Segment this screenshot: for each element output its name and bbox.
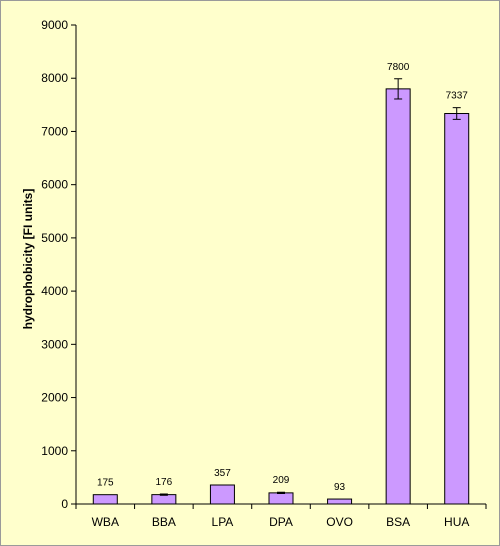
data-label: 175 [97, 478, 114, 489]
y-tick-label: 1000 [41, 444, 68, 458]
bar [327, 498, 353, 505]
x-tick-label: BSA [386, 515, 410, 529]
y-tick-label: 5000 [41, 231, 68, 245]
y-tick-label: 6000 [41, 178, 68, 192]
data-label: 176 [156, 477, 173, 488]
x-tick-label: OVO [326, 515, 353, 529]
data-label: 209 [273, 475, 290, 486]
x-tick-label: DPA [269, 515, 293, 529]
y-axis-title: hydrophobicity [FI units] [21, 189, 35, 330]
bar [268, 492, 294, 505]
y-tick-label: 8000 [41, 71, 68, 85]
x-tick-label: BBA [152, 515, 176, 529]
y-tick-label: 4000 [41, 284, 68, 298]
data-label: 93 [334, 482, 346, 493]
bar [209, 484, 235, 505]
axes [71, 24, 487, 509]
labels: 0 1000 2000 3000 4000 5000 6000 7000 8000 9000 175… [41, 18, 469, 529]
bar [92, 494, 118, 505]
x-tick-label: HUA [444, 515, 469, 529]
data-label: 7337 [446, 91, 469, 102]
y-tick-label: 3000 [41, 337, 68, 351]
bar [385, 88, 411, 505]
data-label: 357 [214, 468, 231, 479]
x-tick-label: LPA [212, 515, 234, 529]
y-tick-label: 0 [61, 497, 68, 511]
y-tick-label: 2000 [41, 391, 68, 405]
bars [92, 78, 470, 505]
data-label: 7800 [387, 62, 410, 73]
bar [444, 113, 470, 505]
x-tick-label: WBA [92, 515, 119, 529]
bar [151, 494, 177, 505]
y-tick-label: 9000 [41, 18, 68, 32]
y-tick-label: 7000 [41, 124, 68, 138]
